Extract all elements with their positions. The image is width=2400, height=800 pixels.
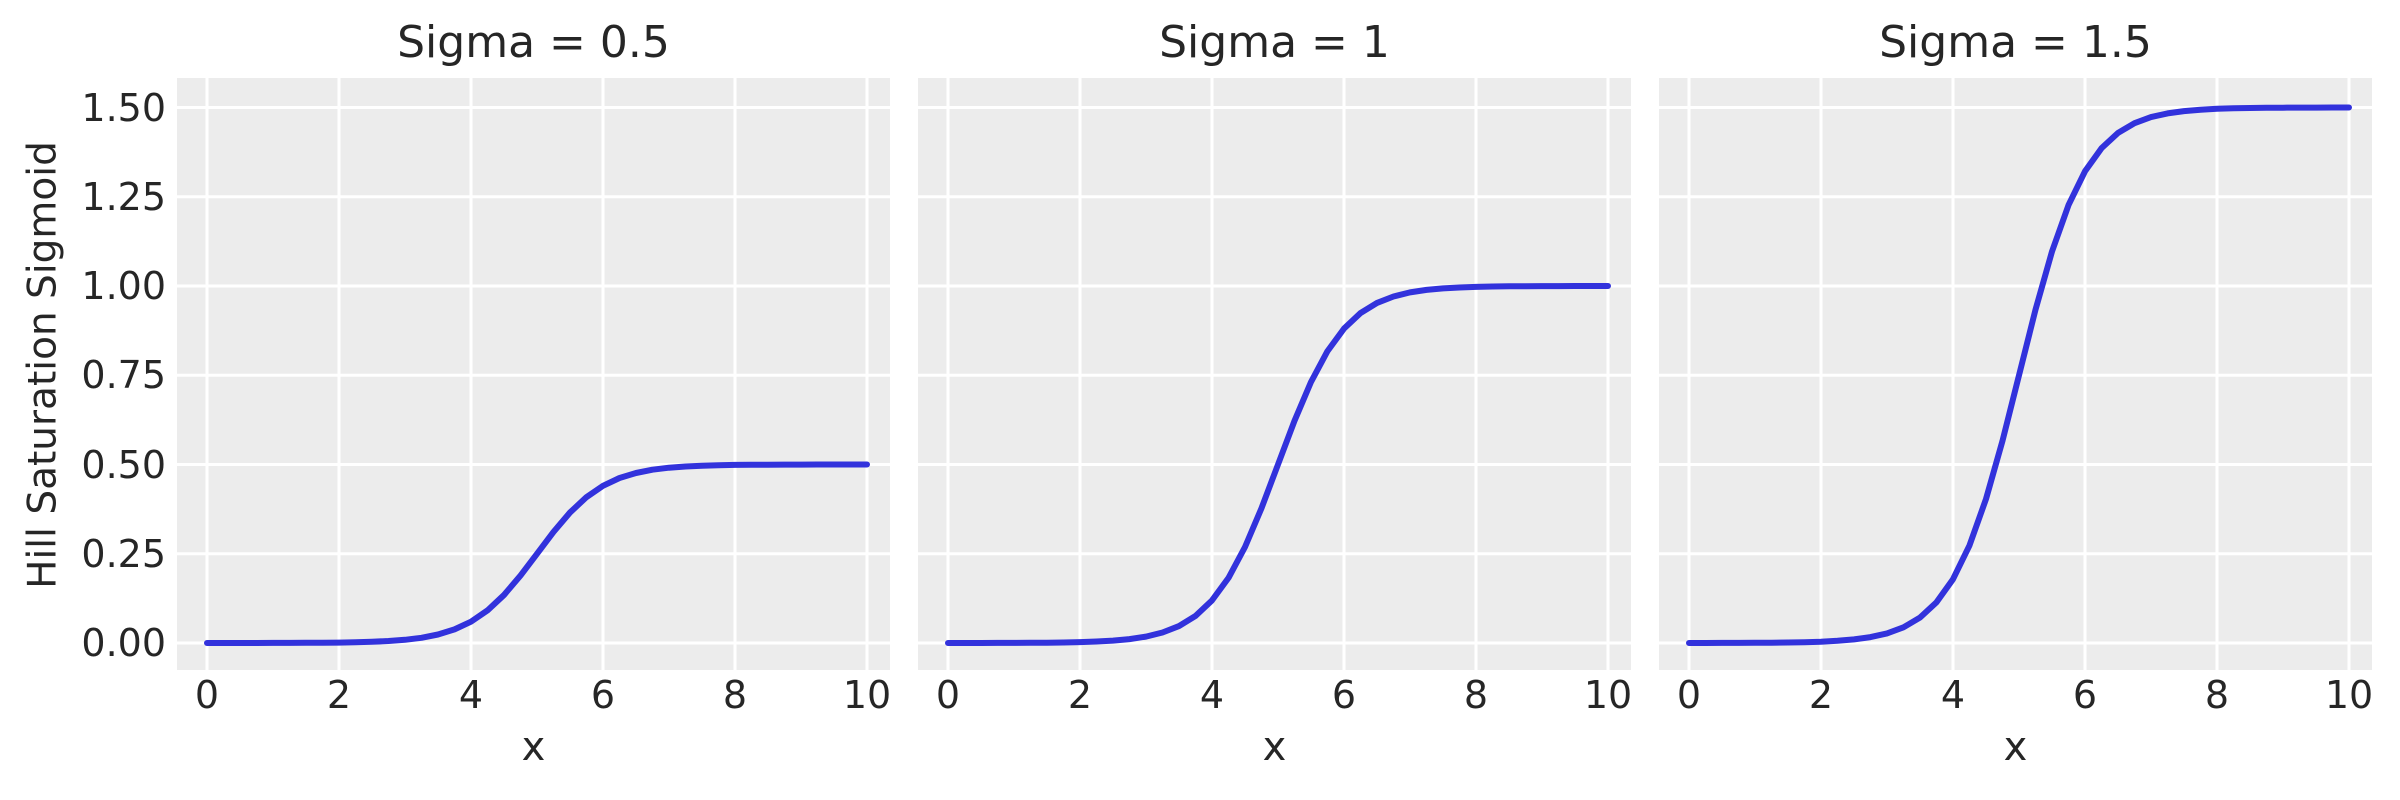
x-tick-label: 8 [1463, 673, 1489, 717]
y-tick-label: 1.25 [81, 174, 166, 219]
x-tick-label: 0 [935, 673, 961, 717]
subplot-canvas [177, 78, 890, 670]
x-tick-label: 6 [2072, 673, 2098, 717]
y-tick-label: 0.25 [81, 531, 166, 576]
x-tick-label: 10 [1583, 673, 1633, 717]
x-tick-label: 10 [2324, 673, 2374, 717]
x-axis-label: x [1262, 724, 1287, 770]
sigmoid-curve [945, 283, 1611, 646]
subplot-title: Sigma = 0.5 [397, 17, 670, 68]
x-tick-label: 6 [590, 673, 616, 717]
y-tick-label: 0.00 [81, 621, 166, 665]
x-tick-label: 8 [722, 673, 748, 717]
subplot-title: Sigma = 1.5 [1879, 17, 2152, 68]
x-tick-label: 4 [458, 673, 484, 717]
x-tick-label: 0 [194, 673, 220, 717]
x-tick-label: 2 [326, 673, 352, 717]
x-tick-label: 8 [2204, 673, 2230, 717]
sigmoid-curve [1686, 104, 2352, 646]
subplot-canvas [1659, 78, 2372, 670]
x-tick-label: 0 [1676, 673, 1702, 717]
plot-area [918, 78, 1631, 670]
plot-area [1659, 78, 2372, 670]
x-tick-label: 2 [1808, 673, 1834, 717]
y-tick-label: 1.50 [81, 85, 166, 130]
y-tick-label: 0.50 [81, 442, 166, 487]
y-tick-label: 0.75 [81, 353, 166, 398]
y-tick-label: 1.00 [81, 264, 166, 308]
x-tick-label: 2 [1067, 673, 1093, 717]
subplot-canvas [918, 78, 1631, 670]
plot-area [177, 78, 890, 670]
sigmoid-curve [204, 461, 870, 646]
x-tick-label: 4 [1940, 673, 1966, 717]
x-tick-label: 10 [842, 673, 892, 717]
x-tick-label: 6 [1331, 673, 1357, 717]
subplot-title: Sigma = 1 [1159, 17, 1390, 68]
x-tick-label: 4 [1199, 673, 1225, 717]
x-axis-label: x [2003, 724, 2028, 770]
x-axis-label: x [521, 724, 546, 770]
